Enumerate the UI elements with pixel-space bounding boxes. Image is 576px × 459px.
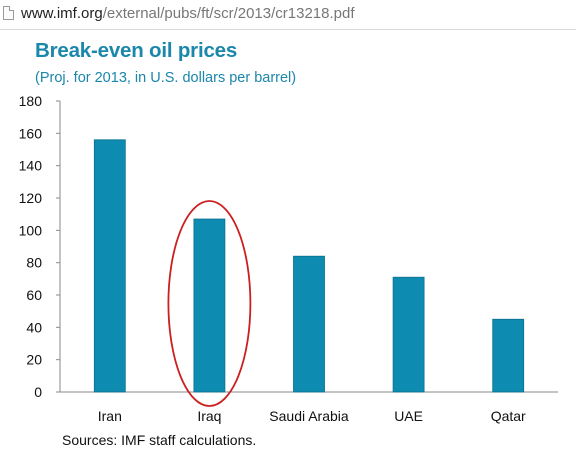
y-tick-label: 160 xyxy=(19,125,43,141)
bar-iran xyxy=(93,139,126,393)
address-bar[interactable]: www.imf.org/external/pubs/ft/scr/2013/cr… xyxy=(0,0,576,30)
url-text[interactable]: www.imf.org/external/pubs/ft/scr/2013/cr… xyxy=(21,5,355,22)
x-tick-label: Qatar xyxy=(491,408,526,424)
document-icon xyxy=(3,6,14,20)
url-path: /external/pubs/ft/scr/2013/cr13218.pdf xyxy=(102,5,355,22)
y-tick-label: 60 xyxy=(26,287,42,303)
source-note: Sources: IMF staff calculations. xyxy=(62,432,257,448)
x-tick-label: Iran xyxy=(98,408,122,424)
y-tick-label: 40 xyxy=(26,319,42,335)
y-tick-label: 80 xyxy=(26,255,42,271)
x-tick-label: Iraq xyxy=(197,408,221,424)
y-tick-label: 180 xyxy=(19,93,43,109)
chart-title: Break-even oil prices xyxy=(35,39,238,62)
bar-iraq xyxy=(193,218,226,393)
x-tick-label: UAE xyxy=(394,408,423,424)
bar-qatar xyxy=(492,318,525,393)
chart-subtitle: (Proj. for 2013, in U.S. dollars per bar… xyxy=(35,70,297,86)
y-tick-label: 140 xyxy=(19,158,43,174)
x-tick-label: Saudi Arabia xyxy=(269,408,349,424)
y-tick-label: 0 xyxy=(34,384,42,400)
highlight-ellipse xyxy=(167,200,252,407)
y-tick-label: 20 xyxy=(26,352,42,368)
y-tick-label: 100 xyxy=(19,222,43,238)
url-domain: www.imf.org xyxy=(21,5,103,22)
bar-uae xyxy=(392,276,425,393)
bar-saudi-arabia xyxy=(293,255,325,393)
y-tick-label: 120 xyxy=(19,190,43,206)
